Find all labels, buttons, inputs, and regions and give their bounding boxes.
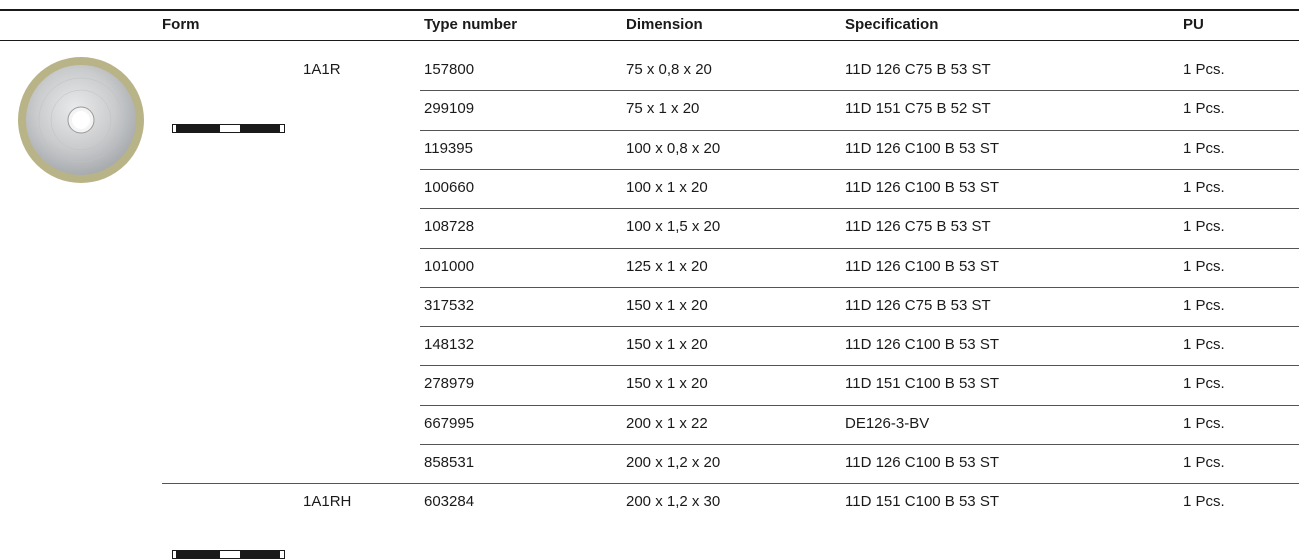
cell-dimension: 150 x 1 x 20	[626, 336, 708, 353]
cell-specification: 11D 126 C100 B 53 ST	[845, 258, 999, 275]
cell-dimension: 150 x 1 x 20	[626, 375, 708, 392]
cell-type-number: 858531	[424, 454, 475, 471]
cell-specification: 11D 126 C75 B 53 ST	[845, 218, 991, 235]
cell-specification: 11D 151 C75 B 52 ST	[845, 100, 991, 117]
cell-dimension: 150 x 1 x 20	[626, 297, 708, 314]
cell-type-number: 157800	[424, 61, 475, 78]
row-divider	[420, 208, 1299, 209]
form-name-1a1rh: 1A1RH	[303, 493, 352, 510]
cell-specification: 11D 126 C75 B 53 ST	[845, 297, 991, 314]
form-name-1a1r: 1A1R	[303, 61, 341, 78]
cell-type-number: 317532	[424, 297, 475, 314]
cell-dimension: 200 x 1,2 x 20	[626, 454, 721, 471]
header-dimension: Dimension	[626, 16, 703, 33]
row-divider	[420, 248, 1299, 249]
cell-pu: 1 Pcs.	[1183, 258, 1225, 275]
profile-1a1r-icon	[172, 124, 285, 133]
cell-pu: 1 Pcs.	[1183, 218, 1225, 235]
cell-specification: 11D 151 C100 B 53 ST	[845, 493, 999, 510]
cell-pu: 1 Pcs.	[1183, 61, 1225, 78]
cell-dimension: 100 x 0,8 x 20	[626, 140, 721, 157]
cell-type-number: 278979	[424, 375, 475, 392]
cell-type-number: 148132	[424, 336, 475, 353]
header-type-number: Type number	[424, 16, 518, 33]
cell-specification: 11D 126 C100 B 53 ST	[845, 336, 999, 353]
table-top-rule	[0, 9, 1299, 11]
cell-type-number: 119395	[424, 140, 473, 157]
row-divider	[420, 90, 1299, 91]
cell-dimension: 100 x 1 x 20	[626, 179, 708, 196]
row-divider	[420, 405, 1299, 406]
cell-type-number: 603284	[424, 493, 475, 510]
cell-dimension: 75 x 0,8 x 20	[626, 61, 712, 78]
diamond-disc-image	[18, 57, 144, 183]
cell-pu: 1 Pcs.	[1183, 297, 1225, 314]
header-specification: Specification	[845, 16, 939, 33]
cell-pu: 1 Pcs.	[1183, 179, 1225, 196]
cell-specification: 11D 126 C100 B 53 ST	[845, 454, 999, 471]
cell-pu: 1 Pcs.	[1183, 454, 1225, 471]
row-divider	[420, 444, 1299, 445]
cell-type-number: 299109	[424, 100, 475, 117]
cell-dimension: 75 x 1 x 20	[626, 100, 700, 117]
cell-pu: 1 Pcs.	[1183, 375, 1225, 392]
row-divider	[420, 365, 1299, 366]
cell-dimension: 200 x 1 x 22	[626, 415, 708, 432]
cell-dimension: 200 x 1,2 x 30	[626, 493, 721, 510]
cell-specification: DE126-3-BV	[845, 415, 930, 432]
header-pu: PU	[1183, 16, 1204, 33]
cell-pu: 1 Pcs.	[1183, 415, 1225, 432]
cell-pu: 1 Pcs.	[1183, 100, 1225, 117]
cell-pu: 1 Pcs.	[1183, 493, 1225, 510]
row-divider	[162, 483, 1299, 484]
cell-pu: 1 Pcs.	[1183, 336, 1225, 353]
cell-specification: 11D 151 C100 B 53 ST	[845, 375, 999, 392]
cell-specification: 11D 126 C100 B 53 ST	[845, 179, 999, 196]
row-divider	[420, 287, 1299, 288]
cell-specification: 11D 126 C100 B 53 ST	[845, 140, 999, 157]
header-form: Form	[162, 16, 200, 33]
cell-specification: 11D 126 C75 B 53 ST	[845, 61, 991, 78]
cell-pu: 1 Pcs.	[1183, 140, 1225, 157]
cell-type-number: 108728	[424, 218, 475, 235]
row-divider	[420, 169, 1299, 170]
cell-dimension: 100 x 1,5 x 20	[626, 218, 721, 235]
cell-type-number: 101000	[424, 258, 475, 275]
table-header-rule	[0, 40, 1299, 41]
cell-type-number: 100660	[424, 179, 475, 196]
row-divider	[420, 130, 1299, 131]
cell-type-number: 667995	[424, 415, 475, 432]
cell-dimension: 125 x 1 x 20	[626, 258, 708, 275]
row-divider	[420, 326, 1299, 327]
